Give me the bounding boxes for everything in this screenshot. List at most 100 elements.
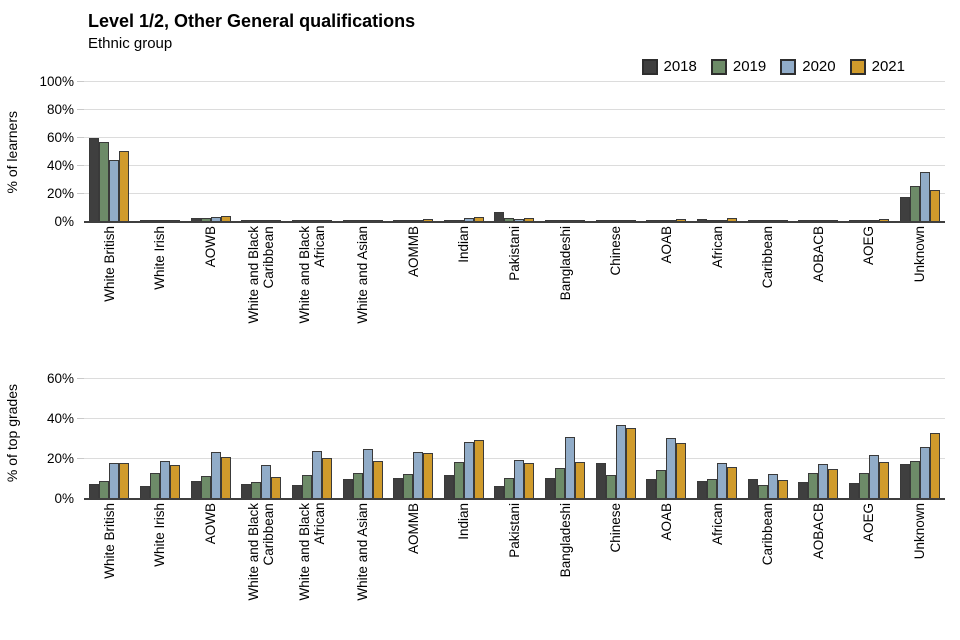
legend-swatch-2018 xyxy=(641,58,658,75)
bar-2020 xyxy=(615,425,626,499)
bar-2020 xyxy=(919,447,930,499)
bar-2019 xyxy=(605,475,616,499)
x-label-text: Caribbean xyxy=(760,226,776,289)
y-tick-mark xyxy=(77,109,84,110)
x-label-text: AOWB xyxy=(203,503,219,545)
x-label-text: African xyxy=(709,226,725,269)
x-axis-line xyxy=(84,498,945,500)
chart-subtitle: Ethnic group xyxy=(88,35,173,52)
legend-swatch-2020 xyxy=(780,58,797,75)
x-label-aowb: AOWB xyxy=(185,499,236,616)
bar-2019 xyxy=(504,218,515,222)
bar-2019 xyxy=(656,470,667,499)
y-axis-title: % of top grades xyxy=(4,383,20,483)
x-label-white-irish: White Irish xyxy=(135,222,186,339)
x-label-aoeg: AOEG xyxy=(844,499,895,616)
bar-group xyxy=(590,367,641,499)
x-label-text: White and Black Caribbean xyxy=(246,503,277,601)
bar-group xyxy=(84,367,135,499)
bar-2019 xyxy=(301,475,312,499)
bar-2020 xyxy=(514,460,525,499)
x-axis-line xyxy=(84,221,945,223)
bar-2018 xyxy=(697,481,707,499)
x-label-chinese: Chinese xyxy=(590,499,641,616)
x-label-text: Indian xyxy=(456,503,472,540)
bar-2018 xyxy=(747,479,758,499)
bar-group xyxy=(793,367,844,499)
x-label-text: White Irish xyxy=(152,503,168,567)
x-label-african: African xyxy=(692,499,743,616)
bar-2019 xyxy=(808,473,819,499)
bar-2018 xyxy=(798,482,809,499)
y-axis: 0% 20% 40% 60% xyxy=(24,367,84,506)
chart-title: Level 1/2, Other General qualifications xyxy=(88,11,416,31)
x-label-white-irish: White Irish xyxy=(135,499,186,616)
y-tick-mark xyxy=(77,378,84,379)
bar-2019 xyxy=(858,473,869,499)
x-label-chinese: Chinese xyxy=(590,222,641,339)
y-tick-mark xyxy=(77,193,84,194)
bar-group xyxy=(742,82,793,222)
y-tick-mark xyxy=(77,458,84,459)
bar-2019 xyxy=(99,142,110,222)
x-label-aoab: AOAB xyxy=(641,222,692,339)
bar-2021 xyxy=(473,217,484,222)
y-axis-title-column: % of learners xyxy=(0,82,24,222)
bar-2020 xyxy=(666,438,677,499)
bar-2020 xyxy=(565,437,576,499)
bar-2021 xyxy=(372,461,383,499)
gridline xyxy=(84,165,945,166)
legend-label-2021: 2021 xyxy=(871,58,905,75)
bar-group xyxy=(287,82,338,222)
bar-2020 xyxy=(311,451,322,499)
x-label-text: AOBACB xyxy=(810,226,826,283)
y-tick-mark xyxy=(77,165,84,166)
bar-2018 xyxy=(393,478,404,499)
bar-2020 xyxy=(463,218,474,222)
bar-2021 xyxy=(929,190,940,222)
y-tick-label: 60% xyxy=(46,130,74,145)
y-tick-label: 40% xyxy=(46,158,74,173)
bar-2020 xyxy=(261,465,272,499)
legend-label-2020: 2020 xyxy=(802,58,836,75)
bar-2018 xyxy=(595,463,606,499)
x-label-white-and-black-caribbean: White and Black Caribbean xyxy=(236,499,287,616)
legend-item-2021: 2021 xyxy=(849,58,905,75)
bar-2021 xyxy=(423,219,434,222)
x-label-text: AOWB xyxy=(203,226,219,268)
y-tick-label: 60% xyxy=(46,371,74,386)
bar-2018 xyxy=(848,483,859,499)
bar-2021 xyxy=(676,219,687,222)
bar-2018 xyxy=(899,197,910,222)
y-tick-label: 0% xyxy=(54,214,74,229)
bar-2021 xyxy=(220,216,231,222)
bar-group xyxy=(388,367,439,499)
x-label-text: Unknown xyxy=(912,226,928,283)
bar-2021 xyxy=(524,463,535,499)
x-label-text: AOMMB xyxy=(405,503,421,555)
bar-2021 xyxy=(878,219,889,222)
x-label-text: Pakistani xyxy=(506,503,522,558)
bar-2019 xyxy=(909,186,920,222)
bar-2018 xyxy=(291,485,302,499)
bar-2019 xyxy=(909,461,920,499)
bar-2020 xyxy=(109,160,120,222)
bar-group xyxy=(236,367,287,499)
x-label-white-british: White British xyxy=(84,499,135,616)
x-label-text: Chinese xyxy=(608,226,624,276)
x-label-pakistani: Pakistani xyxy=(489,222,540,339)
legend: 2018 2019 2020 2021 xyxy=(628,58,905,75)
y-axis: 0% 20% 40% 60% 80% 100% xyxy=(24,74,84,229)
x-label-cells: White British White Irish AOWB White and Bl… xyxy=(84,222,945,339)
plot-area xyxy=(84,367,945,500)
x-label-caribbean: Caribbean xyxy=(742,499,793,616)
legend-item-2018: 2018 xyxy=(641,58,697,75)
x-label-white-british: White British xyxy=(84,222,135,339)
bar-2021 xyxy=(625,428,636,499)
x-label-text: AOBACB xyxy=(810,503,826,560)
gridline xyxy=(84,109,945,110)
x-label-white-and-asian: White and Asian xyxy=(337,222,388,339)
legend-item-2019: 2019 xyxy=(710,58,766,75)
bar-2021 xyxy=(271,477,282,499)
